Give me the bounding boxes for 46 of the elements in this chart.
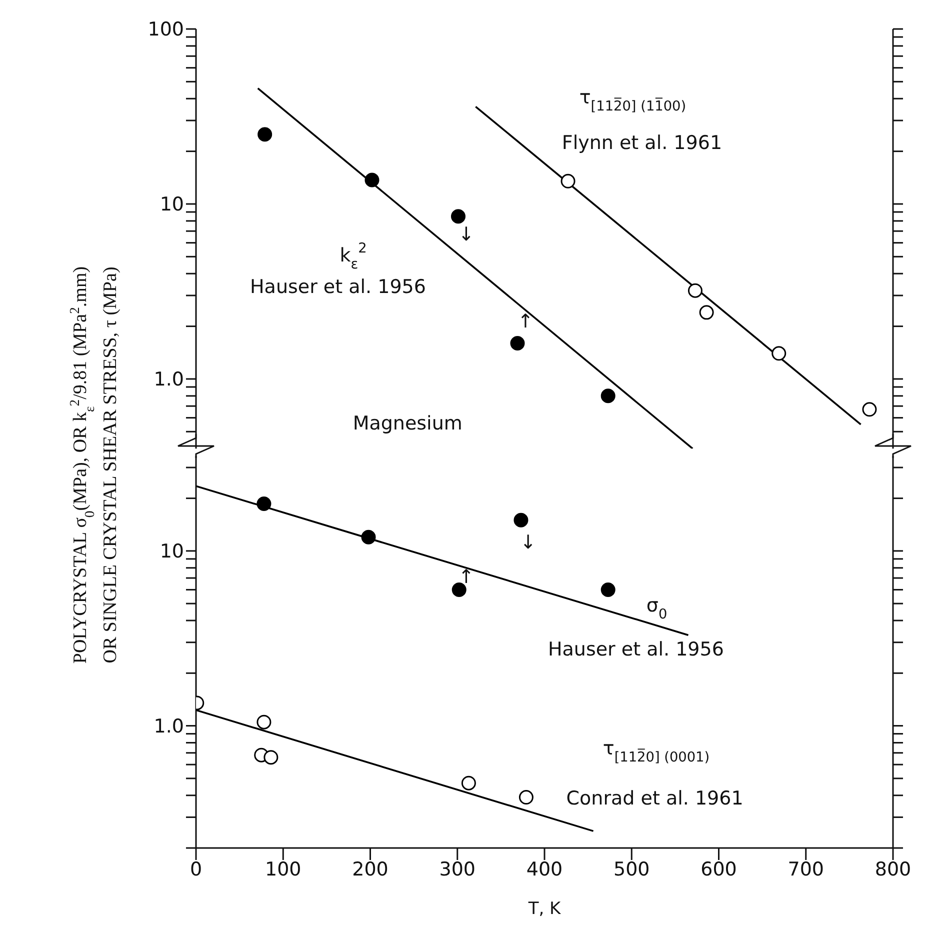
annotation: Hauser et al. 1956 <box>548 638 724 661</box>
point <box>688 283 702 298</box>
y-tick-label: 1.0 <box>154 716 184 738</box>
point <box>862 402 877 417</box>
point <box>264 750 278 765</box>
y-tick-label: 100 <box>148 18 184 41</box>
point <box>364 172 380 188</box>
x-tick-label: 300 <box>439 858 476 880</box>
annotation: Hauser et al. 1956 <box>250 276 426 298</box>
point <box>256 496 272 512</box>
x-tick-label: 700 <box>788 858 824 880</box>
x-axis-title: T, K <box>527 899 562 919</box>
x-tick-label: 200 <box>352 858 388 880</box>
point <box>518 790 534 805</box>
annotation: τ$_{[112̅0] (0001)}$ <box>602 738 710 766</box>
annotation: σ$_{0}$ <box>646 594 668 622</box>
y-tick-label: 10 <box>160 540 184 563</box>
x-tick-label: 0 <box>190 858 202 880</box>
point <box>560 174 576 188</box>
point <box>772 346 786 361</box>
annotation: Magnesium <box>352 412 462 435</box>
point <box>510 336 525 350</box>
point <box>258 127 272 142</box>
point <box>600 388 616 404</box>
point <box>699 305 714 320</box>
y-tick-label: 1.0 <box>154 368 184 391</box>
point <box>452 582 466 597</box>
annotation: ↓ <box>458 224 474 246</box>
annotation: Conrad et al. 1961 <box>566 787 744 810</box>
x-tick-label: 400 <box>526 858 563 880</box>
y-tick-label: 10 <box>160 194 184 216</box>
annotation: ↑ <box>458 566 474 588</box>
x-tick-label: 800 <box>874 858 912 880</box>
x-tick-label: 100 <box>264 858 302 880</box>
annotation: τ$_{[112̅0] (11̅00)}$ <box>579 86 686 114</box>
annotation: ↑ <box>517 310 534 333</box>
point <box>256 714 272 730</box>
annotation: Flynn et al. 1961 <box>562 132 722 154</box>
x-tick-label: 500 <box>613 858 650 880</box>
point <box>514 512 528 528</box>
point <box>450 209 466 224</box>
point <box>461 776 476 790</box>
point <box>361 530 376 544</box>
annotation: ↓ <box>520 532 536 554</box>
point <box>600 582 616 597</box>
x-tick-label: 600 <box>700 858 737 880</box>
